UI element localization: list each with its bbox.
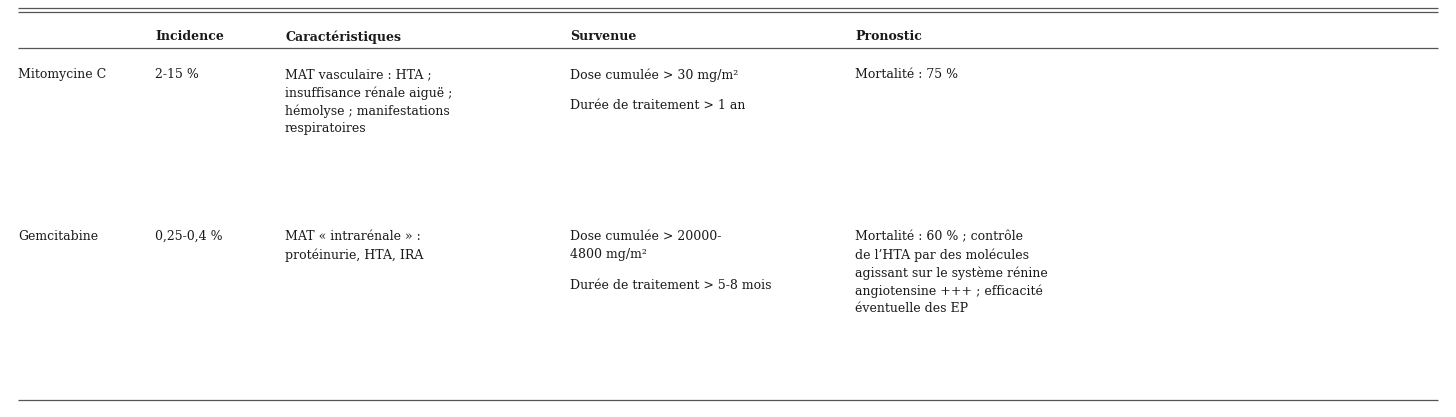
- Text: MAT « intrarénale » :: MAT « intrarénale » :: [285, 230, 421, 243]
- Text: de l’HTA par des molécules: de l’HTA par des molécules: [855, 248, 1029, 261]
- Text: Durée de traitement > 5-8 mois: Durée de traitement > 5-8 mois: [569, 279, 772, 291]
- Text: Dose cumulée > 20000-: Dose cumulée > 20000-: [569, 230, 721, 243]
- Text: 4800 mg/m²: 4800 mg/m²: [569, 248, 646, 261]
- Text: MAT vasculaire : HTA ;: MAT vasculaire : HTA ;: [285, 68, 431, 81]
- Text: protéinurie, HTA, IRA: protéinurie, HTA, IRA: [285, 248, 424, 261]
- Text: 0,25-0,4 %: 0,25-0,4 %: [154, 230, 223, 243]
- Text: Pronostic: Pronostic: [855, 30, 922, 43]
- Text: Mitomycine C: Mitomycine C: [17, 68, 106, 81]
- Text: insuffisance rénale aiguë ;: insuffisance rénale aiguë ;: [285, 86, 453, 100]
- Text: Durée de traitement > 1 an: Durée de traitement > 1 an: [569, 98, 745, 112]
- Text: Survenue: Survenue: [569, 30, 636, 43]
- Text: Incidence: Incidence: [154, 30, 224, 43]
- Text: 2-15 %: 2-15 %: [154, 68, 199, 81]
- Text: agissant sur le système rénine: agissant sur le système rénine: [855, 266, 1048, 279]
- Text: respiratoires: respiratoires: [285, 122, 367, 135]
- Text: angiotensine +++ ; efficacité: angiotensine +++ ; efficacité: [855, 284, 1042, 297]
- Text: éventuelle des EP: éventuelle des EP: [855, 302, 968, 315]
- Text: Caractéristiques: Caractéristiques: [285, 30, 400, 43]
- Text: Mortalité : 60 % ; contrôle: Mortalité : 60 % ; contrôle: [855, 230, 1024, 243]
- Text: Mortalité : 75 %: Mortalité : 75 %: [855, 68, 958, 81]
- Text: Dose cumulée > 30 mg/m²: Dose cumulée > 30 mg/m²: [569, 68, 738, 81]
- Text: hémolyse ; manifestations: hémolyse ; manifestations: [285, 104, 450, 118]
- Text: Gemcitabine: Gemcitabine: [17, 230, 98, 243]
